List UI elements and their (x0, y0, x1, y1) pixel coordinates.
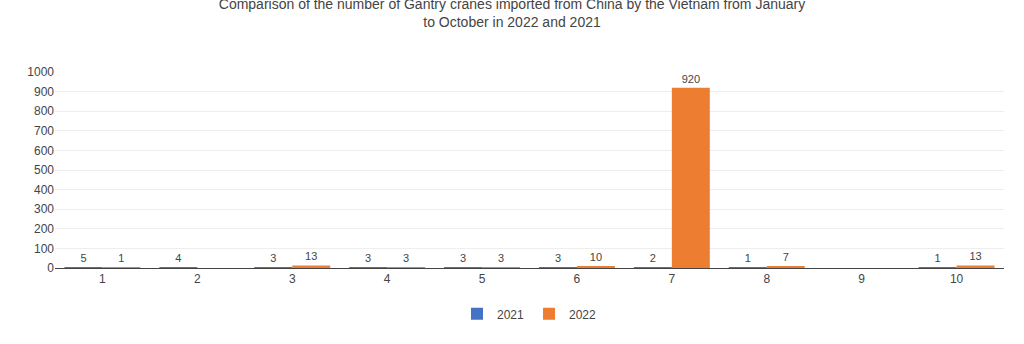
svg-text:3: 3 (270, 252, 276, 264)
svg-text:10: 10 (590, 251, 602, 263)
svg-text:920: 920 (682, 73, 700, 85)
svg-text:3: 3 (555, 252, 561, 264)
svg-text:300: 300 (34, 202, 54, 216)
svg-text:0: 0 (47, 261, 54, 275)
svg-text:3: 3 (289, 272, 296, 286)
svg-text:3: 3 (403, 252, 409, 264)
svg-text:7: 7 (783, 251, 789, 263)
svg-text:800: 800 (34, 104, 54, 118)
svg-text:500: 500 (34, 163, 54, 177)
svg-text:3: 3 (460, 252, 466, 264)
svg-text:2: 2 (194, 272, 201, 286)
svg-text:6: 6 (574, 272, 581, 286)
svg-text:600: 600 (34, 144, 54, 158)
svg-text:13: 13 (969, 250, 981, 262)
svg-text:1: 1 (745, 252, 751, 264)
svg-text:4: 4 (175, 252, 181, 264)
svg-text:7: 7 (669, 272, 676, 286)
svg-text:400: 400 (34, 183, 54, 197)
svg-text:8: 8 (763, 272, 770, 286)
svg-text:1: 1 (935, 252, 941, 264)
svg-text:700: 700 (34, 124, 54, 138)
svg-text:1000: 1000 (27, 65, 54, 79)
svg-text:5: 5 (80, 252, 86, 264)
svg-text:2: 2 (650, 252, 656, 264)
svg-text:3: 3 (498, 252, 504, 264)
svg-text:200: 200 (34, 222, 54, 236)
svg-text:2022: 2022 (569, 308, 596, 322)
svg-text:1: 1 (118, 252, 124, 264)
svg-text:4: 4 (384, 272, 391, 286)
svg-text:1: 1 (99, 272, 106, 286)
svg-text:900: 900 (34, 85, 54, 99)
svg-text:2021: 2021 (497, 308, 524, 322)
svg-text:9: 9 (858, 272, 865, 286)
svg-text:3: 3 (365, 252, 371, 264)
svg-text:100: 100 (34, 242, 54, 256)
svg-text:5: 5 (479, 272, 486, 286)
svg-text:10: 10 (950, 272, 964, 286)
svg-text:Comparison of the number of Ga: Comparison of the number of Gantry crane… (219, 0, 805, 30)
svg-text:13: 13 (305, 250, 317, 262)
